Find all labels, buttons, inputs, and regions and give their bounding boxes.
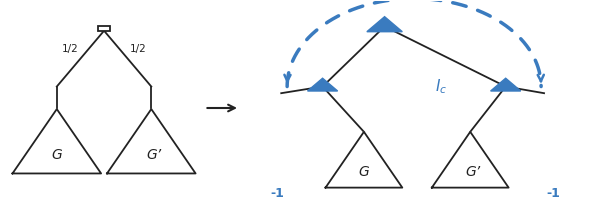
Text: 1/2: 1/2 <box>130 44 147 54</box>
Text: $I_c$: $I_c$ <box>435 77 447 96</box>
Text: G: G <box>52 148 62 162</box>
Polygon shape <box>491 78 521 91</box>
Text: -1: -1 <box>270 187 284 200</box>
Text: G’: G’ <box>465 165 480 179</box>
Text: G: G <box>359 165 369 179</box>
Polygon shape <box>432 132 509 188</box>
Polygon shape <box>107 109 195 173</box>
Text: 1/2: 1/2 <box>62 44 78 54</box>
Polygon shape <box>307 78 337 91</box>
Polygon shape <box>326 132 403 188</box>
Text: -1: -1 <box>546 187 560 200</box>
Polygon shape <box>367 17 403 32</box>
Polygon shape <box>12 109 101 173</box>
Bar <box>98 26 110 31</box>
Text: G’: G’ <box>146 148 161 162</box>
